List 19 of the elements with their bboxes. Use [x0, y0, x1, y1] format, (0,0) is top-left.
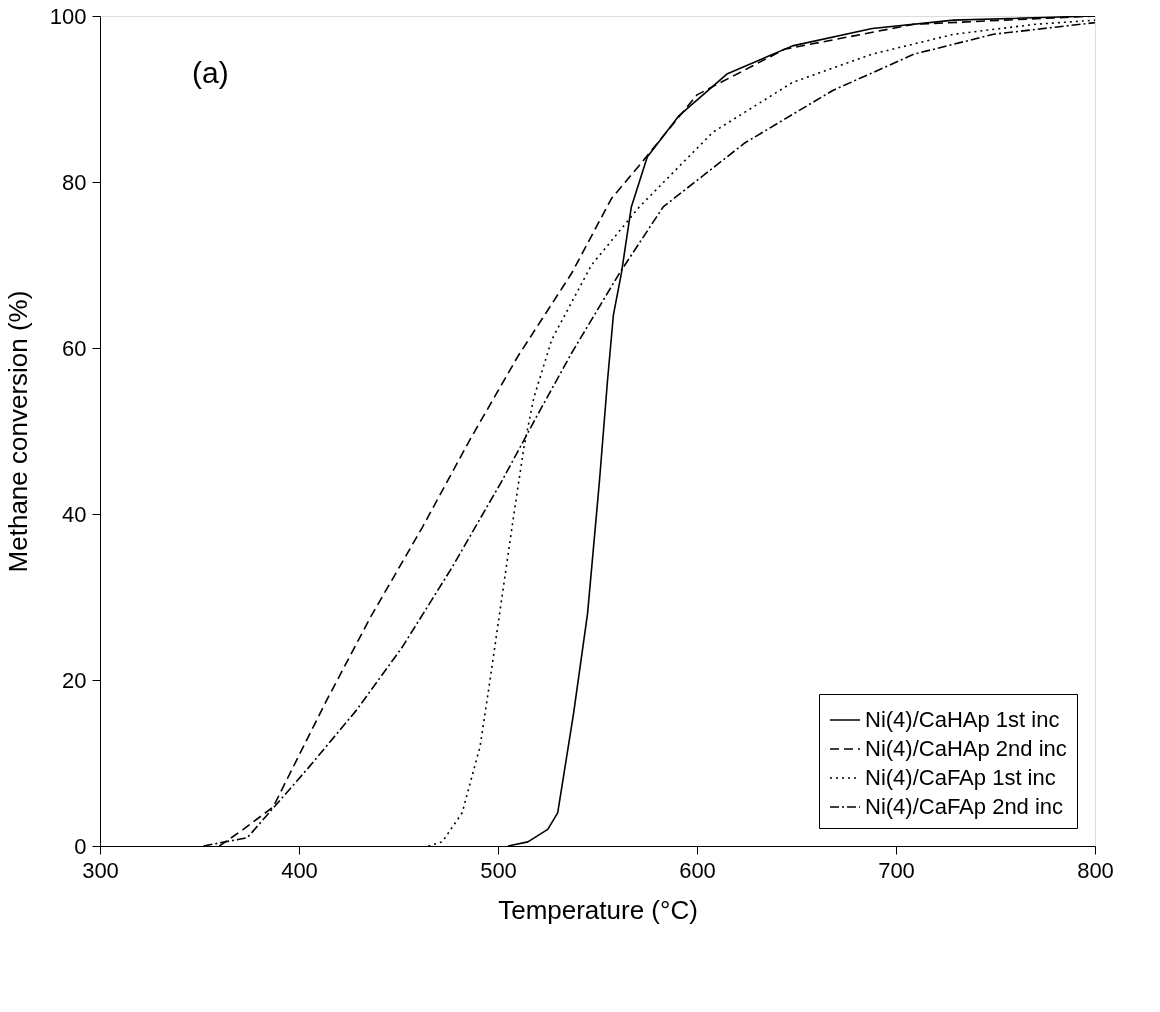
y-tick-label: 80 — [62, 169, 87, 195]
legend-label: Ni(4)/CaHAp 1st inc — [865, 707, 1060, 732]
x-tick-label: 400 — [281, 857, 318, 883]
y-tick-label: 20 — [62, 667, 87, 693]
y-tick-label: 100 — [49, 3, 87, 29]
y-tick-label: 60 — [62, 335, 87, 361]
legend-label: Ni(4)/CaFAp 2nd inc — [865, 794, 1064, 819]
x-axis-title: Temperature (°C) — [498, 894, 698, 925]
x-tick-label: 800 — [1077, 857, 1114, 883]
x-tick-label: 500 — [480, 857, 517, 883]
x-tick-label: 700 — [878, 857, 915, 883]
y-tick-label: 40 — [62, 501, 87, 527]
legend-label: Ni(4)/CaHAp 2nd inc — [865, 736, 1067, 761]
y-axis-title: Methane conversion (%) — [2, 290, 33, 573]
x-tick-label: 300 — [82, 857, 119, 883]
annotation: (a) — [192, 56, 229, 89]
legend-label: Ni(4)/CaFAp 1st inc — [865, 765, 1056, 790]
x-tick-label: 600 — [679, 857, 716, 883]
y-tick-label: 0 — [74, 833, 87, 859]
